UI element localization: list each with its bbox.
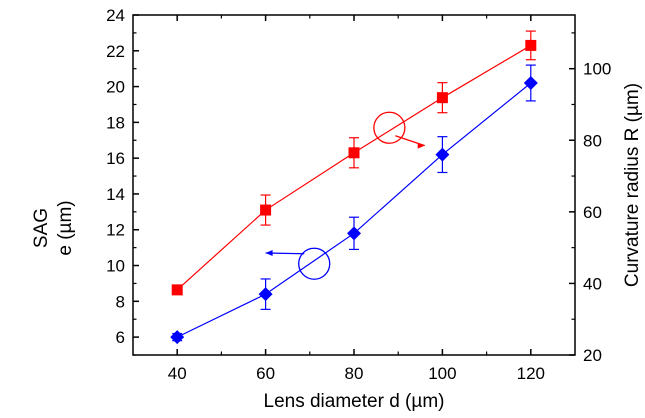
data-point-square xyxy=(348,147,360,159)
left-y-tick-label: 20 xyxy=(106,78,125,97)
left-y-tick-label: 10 xyxy=(106,257,125,276)
x-axis-title: Lens diameter d (µm) xyxy=(264,391,445,412)
left-y-tick-label: 8 xyxy=(116,292,125,311)
x-tick-label: 80 xyxy=(345,364,364,383)
right-y-tick-label: 80 xyxy=(583,131,602,150)
data-point-square xyxy=(171,284,183,296)
right-y-tick-label: 60 xyxy=(583,203,602,222)
annotations xyxy=(265,111,425,280)
annotation-circle xyxy=(373,111,406,144)
left-y-tick-label: 24 xyxy=(106,6,125,25)
left-axis-title-line1: SAG xyxy=(31,208,52,248)
left-y-tick-label: 22 xyxy=(106,42,125,61)
axis-ticks: 40 60 80 100 120 6 8 10 12 14 16 18 20 22 24 20 40 60 80 10… xyxy=(106,6,611,383)
left-y-tick-label: 18 xyxy=(106,113,125,132)
x-tick-label: 60 xyxy=(256,364,275,383)
data-point-diamond xyxy=(170,330,185,345)
right-y-tick-label: 20 xyxy=(583,346,602,365)
data-point-diamond xyxy=(347,226,361,241)
series-line-diamond xyxy=(176,82,532,338)
data-point-square xyxy=(260,204,272,216)
x-tick-label: 120 xyxy=(517,364,545,383)
data-point-square xyxy=(436,92,448,104)
data-point-diamond xyxy=(523,76,538,90)
data-point-diamond xyxy=(258,287,273,302)
annotation-arrow-head xyxy=(417,142,425,149)
left-y-tick-label: 16 xyxy=(106,149,125,168)
data-point-square xyxy=(525,39,537,51)
left-axis-title-line2: e (µm) xyxy=(55,200,76,255)
left-y-tick-label: 12 xyxy=(106,221,125,240)
data-point-diamond xyxy=(435,147,450,162)
annotation-circle xyxy=(298,247,331,280)
left-y-tick-label: 14 xyxy=(106,185,125,204)
annotation-arrow-head xyxy=(265,250,273,256)
right-y-tick-label: 100 xyxy=(583,60,611,79)
right-y-tick-label: 40 xyxy=(583,274,602,293)
x-tick-label: 100 xyxy=(428,364,456,383)
x-tick-label: 40 xyxy=(168,364,187,383)
plot-frame xyxy=(132,14,576,356)
right-axis-title: Curvature radius R (µm) xyxy=(622,83,643,287)
left-y-tick-label: 6 xyxy=(116,328,125,347)
data-series xyxy=(170,30,538,345)
